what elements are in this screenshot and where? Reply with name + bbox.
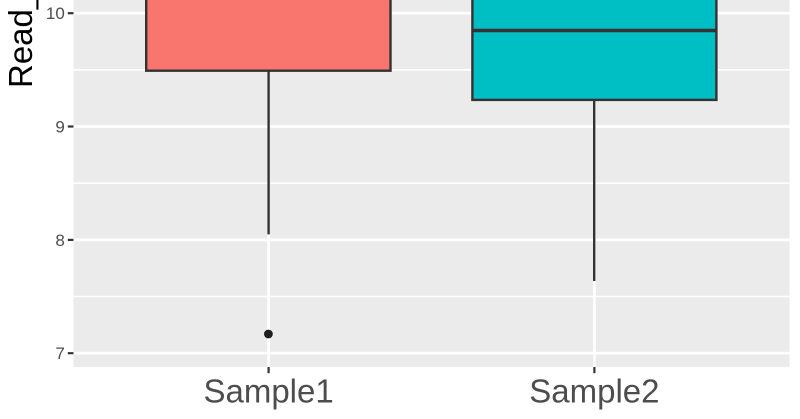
- svg-text:10: 10: [46, 4, 65, 23]
- svg-text:Sample1: Sample1: [203, 373, 333, 410]
- svg-text:8: 8: [55, 231, 64, 250]
- svg-text:7: 7: [55, 344, 64, 363]
- svg-text:Read_counts: Read_counts: [2, 0, 39, 88]
- svg-text:9: 9: [55, 118, 64, 137]
- svg-text:Sample2: Sample2: [529, 373, 659, 410]
